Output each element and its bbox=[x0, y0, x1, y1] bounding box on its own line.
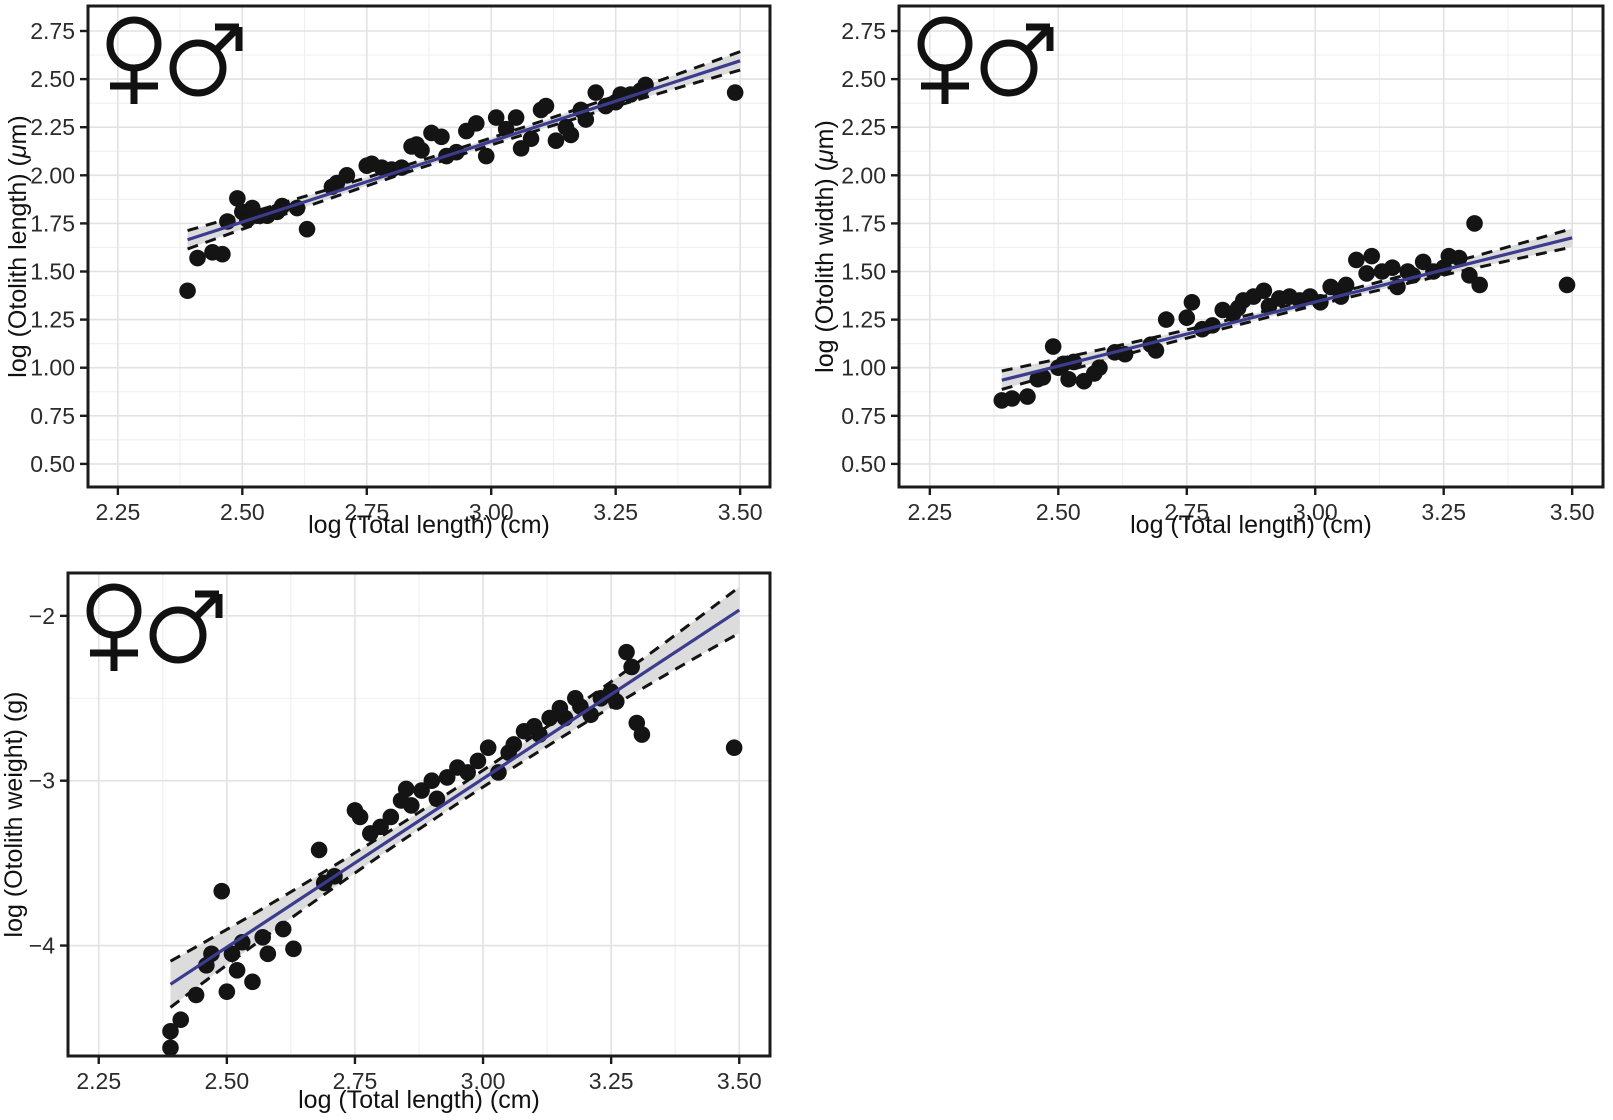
panel-border bbox=[66, 571, 772, 1058]
female-symbol bbox=[917, 16, 973, 104]
regression-line bbox=[187, 59, 741, 242]
scatter-plot-otolith-length: 2.25 2.50 2.75 3.00 3.25 3.50 log (Total lengt… bbox=[4, 4, 772, 539]
male-symbol bbox=[980, 23, 1054, 97]
svg-text:2.75: 2.75 bbox=[344, 499, 389, 525]
x-axis: 2.25 2.50 2.75 3.00 3.25 3.50 log (Total lengt… bbox=[95, 487, 763, 539]
scatter-plot-otolith-width: 2.25 2.50 2.75 3.00 3.25 3.50 log (Total lengt… bbox=[811, 4, 1605, 539]
svg-text:1.00: 1.00 bbox=[30, 355, 75, 381]
svg-text:2.00: 2.00 bbox=[841, 162, 886, 188]
svg-text:1.00: 1.00 bbox=[841, 355, 886, 381]
figure-otolith-width: 2.25 2.50 2.75 3.00 3.25 3.50 log (Total lengt… bbox=[807, 0, 1613, 545]
svg-text:2.25: 2.25 bbox=[76, 1068, 121, 1094]
svg-text:−3: −3 bbox=[29, 768, 55, 794]
svg-text:1.75: 1.75 bbox=[30, 210, 75, 236]
svg-text:3.00: 3.00 bbox=[461, 1068, 506, 1094]
legend-sex-symbols bbox=[917, 16, 1054, 104]
svg-text:3.50: 3.50 bbox=[718, 499, 763, 525]
ci-upper-dashed-line bbox=[187, 50, 741, 232]
svg-text:−2: −2 bbox=[29, 603, 55, 629]
scatter-plot-otolith-weight: 2.25 2.50 2.75 3.00 3.25 3.50 log (Total lengt… bbox=[0, 571, 772, 1114]
svg-text:−4: −4 bbox=[29, 933, 55, 959]
ci-lower-dashed-line bbox=[1001, 245, 1573, 391]
svg-text:1.75: 1.75 bbox=[841, 210, 886, 236]
y-axis-title: log (Otolith length) (μm) bbox=[4, 115, 32, 377]
female-symbol bbox=[86, 583, 142, 671]
svg-text:2.75: 2.75 bbox=[1164, 499, 1209, 525]
male-symbol bbox=[149, 590, 223, 664]
ci-lower-dashed-line bbox=[187, 68, 741, 251]
regression-line bbox=[169, 608, 741, 986]
x-axis: 2.25 2.50 2.75 3.00 3.25 3.50 log (Total lengt… bbox=[76, 1056, 762, 1114]
ci-upper-dashed-line bbox=[169, 585, 741, 963]
svg-text:3.50: 3.50 bbox=[1550, 499, 1595, 525]
svg-text:3.25: 3.25 bbox=[593, 499, 638, 525]
svg-text:0.50: 0.50 bbox=[30, 451, 75, 477]
svg-text:2.75: 2.75 bbox=[30, 18, 75, 44]
x-axis-title: log (Total length) (cm) bbox=[298, 1086, 540, 1114]
svg-text:2.50: 2.50 bbox=[30, 66, 75, 92]
svg-text:1.25: 1.25 bbox=[841, 307, 886, 333]
svg-text:2.75: 2.75 bbox=[333, 1068, 378, 1094]
svg-text:3.00: 3.00 bbox=[469, 499, 514, 525]
ci-upper-dashed-line bbox=[1001, 227, 1573, 373]
svg-text:3.00: 3.00 bbox=[1293, 499, 1338, 525]
male-symbol bbox=[169, 23, 243, 97]
panel-border bbox=[86, 4, 772, 489]
figure-otolith-length: 2.25 2.50 2.75 3.00 3.25 3.50 log (Total lengt… bbox=[0, 0, 806, 545]
x-axis-title: log (Total length) (cm) bbox=[308, 511, 550, 539]
svg-text:2.75: 2.75 bbox=[841, 18, 886, 44]
regression-line bbox=[1001, 236, 1573, 382]
female-symbol bbox=[106, 16, 162, 104]
svg-text:2.00: 2.00 bbox=[30, 162, 75, 188]
gridlines bbox=[88, 6, 770, 487]
svg-text:2.25: 2.25 bbox=[907, 499, 952, 525]
legend-sex-symbols bbox=[106, 16, 243, 104]
x-axis: 2.25 2.50 2.75 3.00 3.25 3.50 log (Total lengt… bbox=[907, 487, 1595, 539]
x-axis-title: log (Total length) (cm) bbox=[1130, 511, 1372, 539]
svg-text:1.50: 1.50 bbox=[841, 259, 886, 285]
svg-text:2.50: 2.50 bbox=[204, 1068, 249, 1094]
svg-text:2.50: 2.50 bbox=[220, 499, 265, 525]
panel-border bbox=[897, 4, 1605, 489]
legend-sex-symbols bbox=[86, 583, 223, 671]
svg-text:3.50: 3.50 bbox=[717, 1068, 762, 1094]
svg-text:2.25: 2.25 bbox=[30, 114, 75, 140]
svg-text:2.25: 2.25 bbox=[841, 114, 886, 140]
svg-text:1.25: 1.25 bbox=[30, 307, 75, 333]
svg-text:1.50: 1.50 bbox=[30, 259, 75, 285]
y-axis: 0.50 0.75 1.00 1.25 1.50 1.75 2.00 2.25 2.50 2.75… bbox=[811, 18, 899, 477]
y-axis: 0.50 0.75 1.00 1.25 1.50 1.75 2.00 2.25 2.50 2.75… bbox=[4, 18, 88, 477]
svg-text:2.25: 2.25 bbox=[95, 499, 140, 525]
y-axis-title: log (Otolith width) (μm) bbox=[811, 120, 839, 373]
svg-text:0.75: 0.75 bbox=[30, 403, 75, 429]
svg-text:2.50: 2.50 bbox=[841, 66, 886, 92]
svg-text:2.50: 2.50 bbox=[1036, 499, 1081, 525]
svg-text:0.75: 0.75 bbox=[841, 403, 886, 429]
svg-text:0.50: 0.50 bbox=[841, 451, 886, 477]
ci-lower-dashed-line bbox=[169, 631, 740, 1009]
svg-text:3.25: 3.25 bbox=[589, 1068, 634, 1094]
svg-text:3.25: 3.25 bbox=[1421, 499, 1466, 525]
y-axis-title: log (Otolith weight) (g) bbox=[0, 692, 28, 938]
figure-otolith-weight: 2.25 2.50 2.75 3.00 3.25 3.50 log (Total lengt… bbox=[0, 545, 806, 1120]
